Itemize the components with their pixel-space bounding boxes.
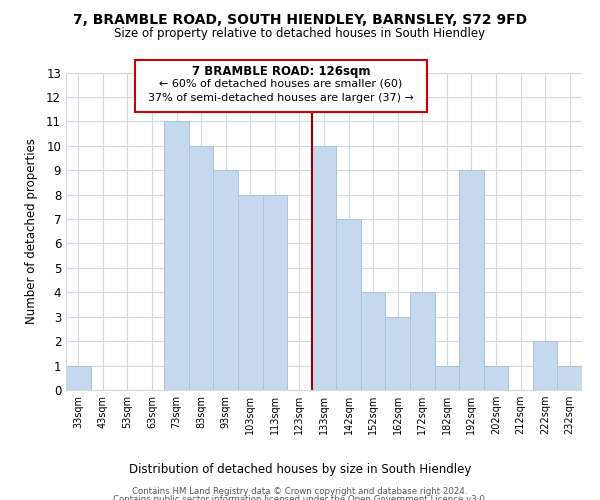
- Bar: [336, 219, 361, 390]
- Bar: [66, 366, 91, 390]
- Text: Contains HM Land Registry data © Crown copyright and database right 2024.: Contains HM Land Registry data © Crown c…: [132, 487, 468, 496]
- Text: 7, BRAMBLE ROAD, SOUTH HIENDLEY, BARNSLEY, S72 9FD: 7, BRAMBLE ROAD, SOUTH HIENDLEY, BARNSLE…: [73, 12, 527, 26]
- Bar: [434, 366, 459, 390]
- Bar: [410, 292, 434, 390]
- Y-axis label: Number of detached properties: Number of detached properties: [25, 138, 38, 324]
- Text: Size of property relative to detached houses in South Hiendley: Size of property relative to detached ho…: [115, 28, 485, 40]
- Bar: [263, 194, 287, 390]
- Text: 7 BRAMBLE ROAD: 126sqm: 7 BRAMBLE ROAD: 126sqm: [192, 65, 370, 78]
- Bar: [484, 366, 508, 390]
- FancyBboxPatch shape: [135, 60, 427, 112]
- Bar: [164, 122, 189, 390]
- Text: 37% of semi-detached houses are larger (37) →: 37% of semi-detached houses are larger (…: [148, 94, 414, 104]
- Bar: [361, 292, 385, 390]
- Text: Contains public sector information licensed under the Open Government Licence v3: Contains public sector information licen…: [113, 495, 487, 500]
- Bar: [385, 316, 410, 390]
- Bar: [312, 146, 336, 390]
- Text: ← 60% of detached houses are smaller (60): ← 60% of detached houses are smaller (60…: [160, 78, 403, 88]
- Bar: [557, 366, 582, 390]
- Bar: [189, 146, 214, 390]
- Bar: [238, 194, 263, 390]
- Bar: [459, 170, 484, 390]
- Bar: [533, 341, 557, 390]
- Text: Distribution of detached houses by size in South Hiendley: Distribution of detached houses by size …: [129, 462, 471, 475]
- Bar: [214, 170, 238, 390]
